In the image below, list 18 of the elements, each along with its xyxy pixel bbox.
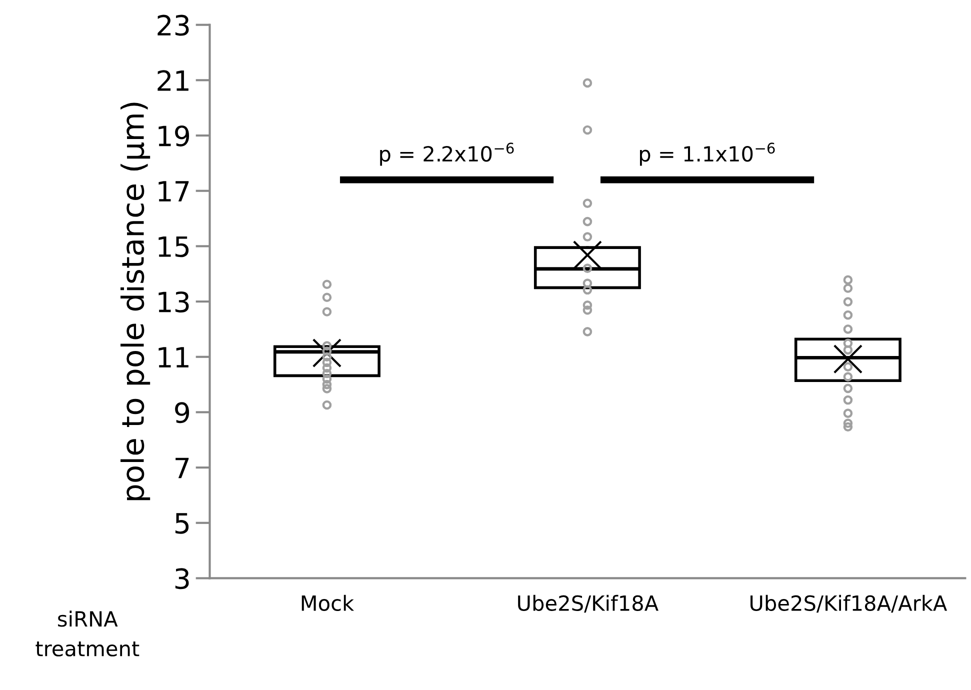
y-tick-label: 21 bbox=[158, 70, 188, 91]
annotation: p = 2.2x10$^{−6}$ bbox=[380, 142, 514, 166]
y-tick-label: 17 bbox=[158, 181, 189, 202]
y-tick-label: 11 bbox=[158, 347, 188, 368]
y-tick-label: 9 bbox=[175, 402, 190, 424]
y-axis-title: pole to pole distance (µm) bbox=[120, 102, 150, 500]
x-axis-title: siRNA treatment bbox=[36, 610, 140, 656]
y-tick-label: 3 bbox=[175, 568, 189, 590]
y-tick-label: 23 bbox=[158, 14, 189, 36]
y-tick-label: 15 bbox=[158, 236, 189, 258]
x-tick-label: Ube2S/Kif18A/ArkA bbox=[750, 594, 948, 613]
x-tick-label: Ube2S/Kif18A bbox=[518, 594, 658, 613]
y-tick-label: 13 bbox=[158, 291, 189, 312]
y-tick-label: 5 bbox=[175, 513, 189, 534]
annotation: p = 1.1x10$^{−6}$ bbox=[640, 142, 775, 166]
y-tick-label: 7 bbox=[176, 458, 189, 478]
y-tick-label: 19 bbox=[158, 125, 190, 146]
x-tick-label: Mock bbox=[302, 594, 354, 612]
